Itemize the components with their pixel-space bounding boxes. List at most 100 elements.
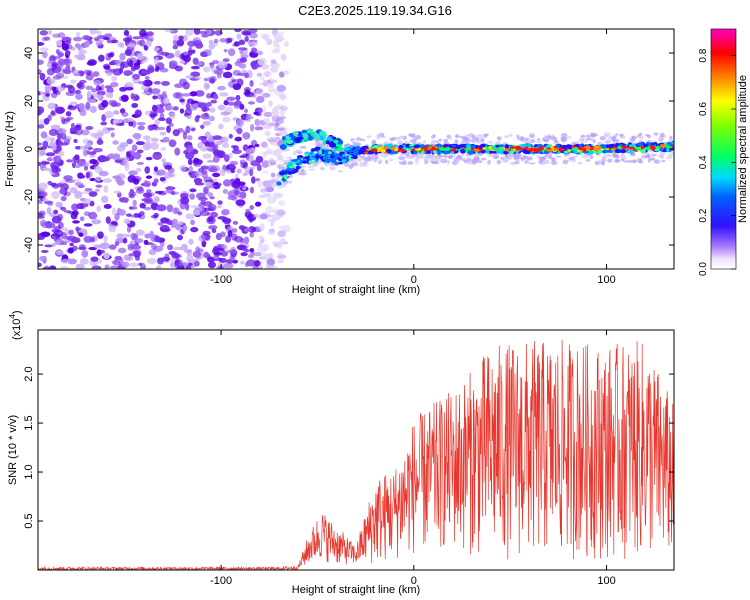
spectrogram-noise-mark (254, 201, 262, 207)
spectrogram-noise-mark (261, 33, 270, 40)
spectrogram-noise-mark (144, 166, 151, 174)
spectrogram-noise-mark (217, 200, 223, 205)
spectrogram-noise-mark (165, 104, 173, 111)
spectrogram-noise-mark (185, 145, 194, 153)
spectrogram-noise-mark (208, 62, 215, 66)
spectrogram-halo-mark (599, 136, 606, 141)
spectrogram-noise-mark (103, 252, 110, 260)
spectrogram-noise-mark (206, 165, 217, 173)
spectrogram-halo-mark (300, 168, 305, 172)
spectrogram-noise-mark (244, 35, 249, 42)
spectrogram-noise-mark (276, 209, 286, 216)
spectrogram-halo-mark (555, 155, 562, 158)
spectrogram-signal-mark (658, 147, 664, 152)
spectrogram-noise-mark (192, 209, 201, 216)
spectrogram-signal-mark (632, 143, 637, 147)
spectrogram-noise-mark (40, 231, 51, 238)
spectrogram-noise-mark (270, 79, 277, 83)
spectrogram-halo-mark (359, 139, 366, 142)
spectrogram-noise-mark (243, 86, 251, 93)
spectrogram-halo-mark (319, 143, 325, 149)
spectrogram-noise-mark (85, 85, 93, 91)
spectrogram-noise-mark (42, 51, 48, 59)
spectrogram-signal-mark (419, 144, 426, 148)
spectrogram-noise-mark (38, 59, 44, 66)
spectrogram-noise-mark (223, 154, 230, 163)
spectrogram-signal-mark (319, 155, 324, 160)
spectrogram-halo-mark (580, 134, 586, 139)
spectrogram-noise-mark (135, 141, 145, 146)
spectrogram-noise-mark (206, 159, 216, 163)
spectrogram-noise-mark (200, 135, 208, 140)
spectrogram-noise-mark (202, 153, 212, 159)
spectrogram-noise-mark (123, 198, 129, 203)
spectrogram-halo-mark (413, 137, 418, 141)
spectrogram-noise-mark (128, 253, 136, 257)
spectrogram-halo-mark (370, 153, 378, 159)
spectrogram-noise-mark (239, 57, 248, 63)
spectrogram-halo-mark (560, 132, 568, 138)
spectrogram-noise-mark (193, 260, 200, 267)
spectrogram-halo-mark (398, 156, 406, 161)
spectrogram-noise-mark (227, 48, 236, 57)
spectrogram-noise-mark (90, 132, 98, 138)
spectrogram-noise-mark (139, 202, 146, 209)
spectrogram-signal-mark (481, 144, 486, 148)
spectrogram-noise-mark (80, 129, 90, 136)
spectrogram-halo-mark (668, 138, 674, 143)
spectrogram-halo-mark (486, 160, 491, 166)
spectrogram-halo-mark (480, 157, 487, 161)
spectrogram-signal-mark (353, 152, 359, 156)
spectrogram-halo-mark (382, 153, 388, 158)
spectrogram-noise-mark (153, 245, 164, 252)
spectrogram-noise-mark (262, 243, 270, 252)
spectrogram-halo-mark (278, 165, 282, 170)
spectrogram-halo-mark (399, 153, 405, 156)
spectrogram-signal-mark (460, 149, 466, 154)
snr-y-tick-label: 2.0 (23, 366, 35, 381)
spectrogram-noise-mark (90, 236, 95, 243)
spectrogram-noise-mark (62, 75, 69, 80)
spectrogram-noise-mark (42, 167, 52, 171)
spectrogram-signal-mark (601, 149, 608, 154)
spectrogram-noise-mark (229, 163, 235, 169)
spectrogram-noise-mark (164, 52, 175, 59)
spectrogram-halo-mark (344, 143, 352, 148)
spectrogram-signal-mark (563, 150, 569, 154)
spectrogram-noise-mark (112, 68, 122, 76)
spectrogram-noise-mark (136, 161, 145, 165)
svg-text:(x104): (x104) (8, 310, 23, 340)
spectrogram-noise-mark (239, 191, 247, 200)
spectrogram-halo-mark (578, 138, 585, 141)
spectrogram-halo-mark (398, 160, 404, 163)
spectrogram-halo-mark (496, 159, 502, 165)
spectrogram-signal-mark (456, 144, 463, 148)
spectrogram-noise-mark (71, 210, 79, 216)
spectrogram-noise-mark (127, 43, 137, 48)
snr-multiplier-close: ) (11, 310, 23, 314)
spectrogram-signal-mark (393, 151, 399, 154)
spectrogram-noise-mark (213, 38, 219, 44)
spectrogram-halo-mark (601, 159, 609, 162)
spectrogram-noise-mark (179, 98, 185, 103)
spectrogram-halo-mark (454, 139, 459, 144)
spectrogram-noise-mark (103, 203, 112, 209)
colorbar-label: Normalized spectral amplitude (737, 75, 749, 223)
spectrogram-signal-mark (498, 144, 505, 148)
spectrogram-noise-mark (97, 95, 103, 100)
spectrogram-noise-mark (53, 225, 62, 230)
spectrogram-noise-mark (202, 146, 210, 150)
spectrogram-noise-mark (112, 259, 121, 266)
spectrogram-halo-mark (296, 151, 303, 154)
spectrogram-noise-mark (262, 170, 269, 175)
spectrogram-noise-mark (212, 155, 220, 163)
spectrogram-signal-mark (398, 144, 404, 149)
spectrogram-noise-mark (243, 236, 250, 244)
spectrogram-noise-mark (259, 213, 268, 220)
spectrogram-signal-mark (413, 149, 418, 155)
spectrogram-signal-mark (545, 145, 552, 149)
spectrogram-signal-mark (637, 142, 644, 147)
spectrogram-noise-mark (234, 235, 243, 243)
spectrogram-noise-mark (248, 253, 255, 259)
spectrogram-halo-mark (620, 158, 625, 162)
